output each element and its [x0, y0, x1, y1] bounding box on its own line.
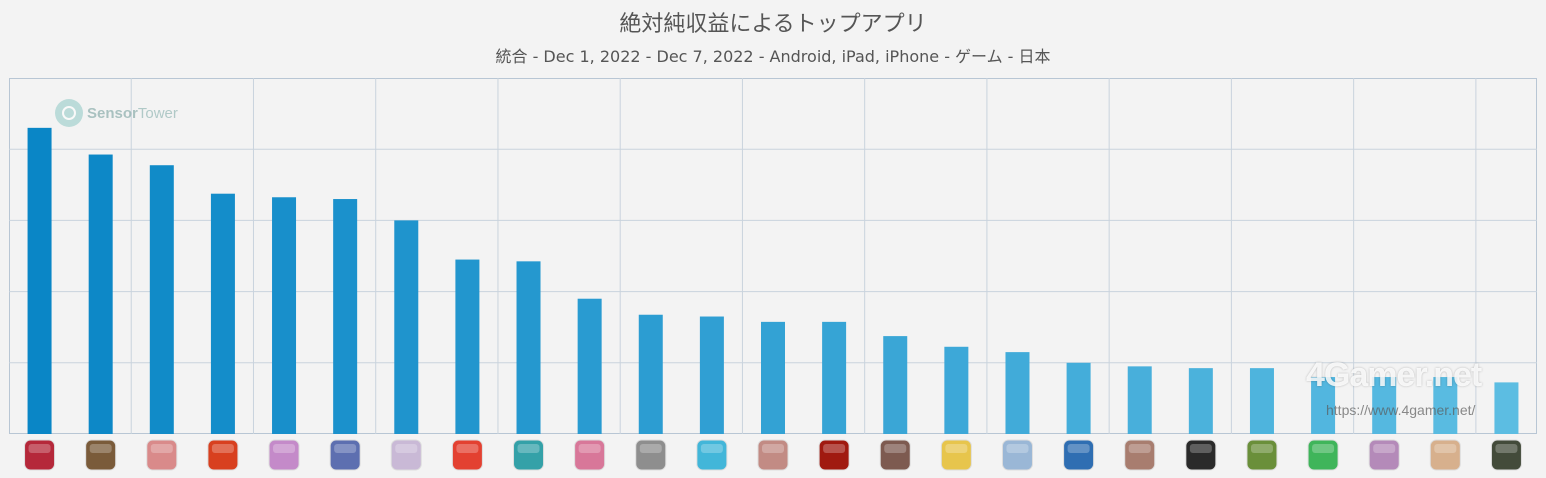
bar-21[interactable]: [1249, 368, 1274, 434]
app-icon-22[interactable]: [1307, 439, 1339, 471]
app-icon-highlight: [273, 444, 296, 453]
app-icon-7[interactable]: [390, 439, 422, 471]
bar-9[interactable]: [516, 261, 541, 434]
app-icon-17[interactable]: [1001, 439, 1033, 471]
bar-4[interactable]: [210, 193, 235, 434]
app-icon-highlight: [1006, 444, 1029, 453]
bar-2[interactable]: [88, 154, 113, 435]
bar-20[interactable]: [1188, 368, 1213, 434]
app-icon-highlight: [1250, 444, 1273, 453]
bar-10[interactable]: [577, 298, 602, 434]
chart-subtitle: 統合 - Dec 1, 2022 - Dec 7, 2022 - Android…: [495, 47, 1051, 66]
bar-19[interactable]: [1127, 366, 1152, 434]
app-icon-11[interactable]: [635, 439, 667, 471]
app-icon-10[interactable]: [574, 439, 606, 471]
bar-25[interactable]: [1494, 382, 1519, 434]
bar-12[interactable]: [699, 316, 724, 434]
app-icon-highlight: [884, 444, 907, 453]
sensortower-logo: SensorTower: [55, 99, 178, 127]
app-icon-highlight: [89, 444, 112, 453]
watermark-logo: 4Gamer.net: [1306, 356, 1482, 394]
app-icon-highlight: [823, 444, 846, 453]
app-icon-18[interactable]: [1063, 439, 1095, 471]
app-icon-highlight: [1495, 444, 1518, 453]
bar-18[interactable]: [1066, 362, 1091, 434]
app-icon-21[interactable]: [1246, 439, 1278, 471]
bar-14[interactable]: [822, 321, 847, 434]
sensortower-logo-icon: [55, 99, 83, 127]
chart-title: 絶対純収益によるトップアプリ: [619, 12, 927, 37]
app-icon-4[interactable]: [207, 439, 239, 471]
app-icon-6[interactable]: [329, 439, 361, 471]
bar-23[interactable]: [1372, 377, 1397, 434]
app-icon-highlight: [28, 444, 51, 453]
app-icon-highlight: [334, 444, 357, 453]
bar-15[interactable]: [883, 336, 908, 434]
app-icon-14[interactable]: [818, 439, 850, 471]
app-icon-24[interactable]: [1429, 439, 1461, 471]
app-icon-highlight: [639, 444, 662, 453]
grid-lines: [9, 78, 1537, 434]
app-icon-16[interactable]: [940, 439, 972, 471]
app-icon-highlight: [578, 444, 601, 453]
app-icon-19[interactable]: [1124, 439, 1156, 471]
bar-5[interactable]: [272, 197, 297, 434]
app-icon-13[interactable]: [757, 439, 789, 471]
app-icon-highlight: [150, 444, 173, 453]
bar-17[interactable]: [1005, 352, 1030, 434]
bar-8[interactable]: [455, 259, 480, 434]
bar-1[interactable]: [27, 127, 52, 434]
app-icon-highlight: [456, 444, 479, 453]
app-icon-highlight: [395, 444, 418, 453]
bars-group: [27, 127, 1519, 435]
app-icon-highlight: [945, 444, 968, 453]
bar-7[interactable]: [394, 220, 419, 434]
app-icon-20[interactable]: [1185, 439, 1217, 471]
bar-22[interactable]: [1311, 377, 1336, 434]
bar-3[interactable]: [149, 165, 174, 434]
bar-6[interactable]: [333, 199, 358, 434]
bar-13[interactable]: [761, 321, 785, 434]
app-icon-highlight: [1312, 444, 1335, 453]
app-icons-group: [24, 439, 1522, 471]
watermark-url: https://www.4gamer.net/: [1326, 402, 1476, 418]
app-icon-25[interactable]: [1490, 439, 1522, 471]
app-icon-highlight: [1189, 444, 1212, 453]
app-icon-8[interactable]: [451, 439, 483, 471]
app-icon-1[interactable]: [24, 439, 56, 471]
bar-24[interactable]: [1433, 377, 1458, 434]
app-icon-highlight: [1434, 444, 1457, 453]
app-icon-highlight: [700, 444, 723, 453]
app-icon-15[interactable]: [879, 439, 911, 471]
app-icon-highlight: [1373, 444, 1396, 453]
app-icon-2[interactable]: [85, 439, 117, 471]
app-icon-highlight: [1067, 444, 1090, 453]
bar-16[interactable]: [944, 346, 969, 434]
app-icon-highlight: [762, 444, 784, 453]
app-icon-12[interactable]: [696, 439, 728, 471]
app-icon-highlight: [517, 444, 540, 453]
app-icon-5[interactable]: [268, 439, 300, 471]
app-icon-3[interactable]: [146, 439, 178, 471]
app-icon-highlight: [1128, 444, 1151, 453]
app-icon-highlight: [211, 444, 234, 453]
app-icon-23[interactable]: [1368, 439, 1400, 471]
bar-11[interactable]: [638, 314, 663, 434]
app-icon-9[interactable]: [513, 439, 545, 471]
sensortower-logo-text: SensorTower: [87, 104, 178, 122]
